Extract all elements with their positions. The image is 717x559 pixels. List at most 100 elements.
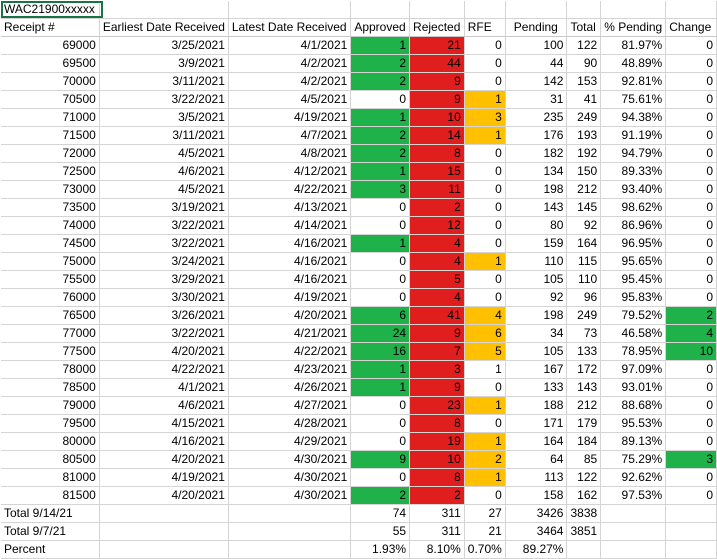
cell-change[interactable]: 3 xyxy=(665,450,717,470)
cell-receipt[interactable]: 75000 xyxy=(1,252,100,272)
cell-total[interactable]: 212 xyxy=(566,396,602,416)
cell-rejected[interactable]: 5 xyxy=(409,270,465,290)
cell-pending[interactable]: 176 xyxy=(505,126,568,146)
cell-rejected[interactable]: 8 xyxy=(409,144,465,164)
cell-rfe[interactable]: 0 xyxy=(464,36,506,56)
cell-receipt[interactable]: 74500 xyxy=(1,234,100,254)
cell-rfe[interactable]: 3 xyxy=(464,108,506,128)
cell-rfe[interactable]: 0 xyxy=(464,144,506,164)
cell-pct-pending[interactable]: 94.79% xyxy=(600,144,667,164)
cell-earliest-date[interactable]: 3/26/2021 xyxy=(99,306,229,326)
cell-latest-date[interactable]: 4/2/2021 xyxy=(228,72,352,92)
cell-rfe[interactable]: 4 xyxy=(464,306,506,326)
cell-earliest-date[interactable]: 3/22/2021 xyxy=(99,90,229,110)
cell-pending[interactable]: 113 xyxy=(505,468,568,488)
cell-rejected[interactable]: 8 xyxy=(409,468,465,488)
cell-rejected[interactable]: 10 xyxy=(409,450,465,470)
cell-total[interactable]: 143 xyxy=(566,378,602,398)
cell-pending[interactable]: 198 xyxy=(505,306,568,326)
cell-empty[interactable] xyxy=(99,522,229,542)
cell-total[interactable]: 110 xyxy=(566,270,602,290)
cell-a1[interactable]: WAC21900xxxxx xyxy=(1,1,100,20)
cell-change[interactable]: 0 xyxy=(665,486,717,506)
cell-receipt[interactable]: 76000 xyxy=(1,288,100,308)
cell-receipt[interactable]: 72000 xyxy=(1,144,100,164)
cell-change[interactable]: 0 xyxy=(665,432,717,452)
cell-earliest-date[interactable]: 4/5/2021 xyxy=(99,144,229,164)
cell-latest-date[interactable]: 4/30/2021 xyxy=(228,468,352,488)
cell-rfe[interactable]: 1 xyxy=(464,90,506,110)
cell-receipt[interactable]: 80500 xyxy=(1,450,100,470)
cell-pending[interactable]: 182 xyxy=(505,144,568,164)
cell-pct-pending[interactable]: 89.13% xyxy=(600,432,667,452)
cell-earliest-date[interactable]: 3/24/2021 xyxy=(99,252,229,272)
header-rejected[interactable]: Rejected xyxy=(409,18,465,38)
cell-pending[interactable]: 164 xyxy=(505,432,568,452)
summary-total[interactable] xyxy=(566,540,602,559)
cell-earliest-date[interactable]: 4/20/2021 xyxy=(99,450,229,470)
cell-rfe[interactable]: 5 xyxy=(464,342,506,362)
cell-rfe[interactable]: 0 xyxy=(464,378,506,398)
cell-earliest-date[interactable]: 3/11/2021 xyxy=(99,72,229,92)
cell-earliest-date[interactable]: 3/9/2021 xyxy=(99,54,229,74)
cell-total[interactable]: 179 xyxy=(566,414,602,434)
cell-receipt[interactable]: 77000 xyxy=(1,324,100,344)
cell-total[interactable]: 153 xyxy=(566,72,602,92)
cell-latest-date[interactable]: 4/19/2021 xyxy=(228,108,352,128)
cell-earliest-date[interactable]: 3/25/2021 xyxy=(99,36,229,56)
cell-pending[interactable]: 142 xyxy=(505,72,568,92)
cell-rfe[interactable]: 1 xyxy=(464,468,506,488)
cell-latest-date[interactable]: 4/30/2021 xyxy=(228,450,352,470)
cell-latest-date[interactable]: 4/2/2021 xyxy=(228,54,352,74)
summary-rfe[interactable]: 0.70% xyxy=(464,540,506,559)
cell-receipt[interactable]: 77500 xyxy=(1,342,100,362)
cell-receipt[interactable]: 74000 xyxy=(1,216,100,236)
cell-earliest-date[interactable]: 3/5/2021 xyxy=(99,108,229,128)
cell-pending[interactable]: 34 xyxy=(505,324,568,344)
cell-change[interactable]: 2 xyxy=(665,306,717,326)
cell-pct-pending[interactable]: 79.52% xyxy=(600,306,667,326)
cell-pct-pending[interactable]: 95.65% xyxy=(600,252,667,272)
cell-empty[interactable] xyxy=(350,1,411,20)
cell-rejected[interactable]: 4 xyxy=(409,234,465,254)
cell-rejected[interactable]: 2 xyxy=(409,486,465,506)
cell-pct-pending[interactable]: 95.83% xyxy=(600,288,667,308)
cell-pending[interactable]: 188 xyxy=(505,396,568,416)
cell-empty[interactable] xyxy=(665,540,717,559)
cell-empty[interactable] xyxy=(228,540,352,559)
cell-pct-pending[interactable]: 78.95% xyxy=(600,342,667,362)
cell-rejected[interactable]: 21 xyxy=(409,36,465,56)
cell-approved[interactable]: 1 xyxy=(350,108,411,128)
cell-pending[interactable]: 31 xyxy=(505,90,568,110)
cell-total[interactable]: 96 xyxy=(566,288,602,308)
cell-rfe[interactable]: 0 xyxy=(464,72,506,92)
summary-pending[interactable]: 89.27% xyxy=(505,540,568,559)
cell-latest-date[interactable]: 4/14/2021 xyxy=(228,216,352,236)
cell-receipt[interactable]: 78000 xyxy=(1,360,100,380)
cell-rfe[interactable]: 0 xyxy=(464,486,506,506)
cell-earliest-date[interactable]: 3/22/2021 xyxy=(99,324,229,344)
cell-change[interactable]: 0 xyxy=(665,234,717,254)
header-approved[interactable]: Approved xyxy=(350,18,411,38)
cell-total[interactable]: 122 xyxy=(566,468,602,488)
cell-earliest-date[interactable]: 3/30/2021 xyxy=(99,288,229,308)
cell-rejected[interactable]: 44 xyxy=(409,54,465,74)
summary-label[interactable]: Total 9/7/21 xyxy=(1,522,100,542)
cell-rfe[interactable]: 0 xyxy=(464,216,506,236)
cell-change[interactable]: 0 xyxy=(665,360,717,380)
cell-approved[interactable]: 0 xyxy=(350,396,411,416)
summary-rejected[interactable]: 311 xyxy=(409,504,465,524)
header-pending[interactable]: Pending xyxy=(505,18,568,38)
cell-approved[interactable]: 0 xyxy=(350,288,411,308)
cell-pending[interactable]: 143 xyxy=(505,198,568,218)
summary-pending[interactable]: 3426 xyxy=(505,504,568,524)
cell-rfe[interactable]: 0 xyxy=(464,180,506,200)
summary-rejected[interactable]: 8.10% xyxy=(409,540,465,559)
cell-approved[interactable]: 2 xyxy=(350,126,411,146)
cell-rejected[interactable]: 4 xyxy=(409,252,465,272)
cell-pct-pending[interactable]: 92.62% xyxy=(600,468,667,488)
cell-receipt[interactable]: 73500 xyxy=(1,198,100,218)
cell-latest-date[interactable]: 4/22/2021 xyxy=(228,342,352,362)
cell-total[interactable]: 90 xyxy=(566,54,602,74)
cell-approved[interactable]: 0 xyxy=(350,432,411,452)
